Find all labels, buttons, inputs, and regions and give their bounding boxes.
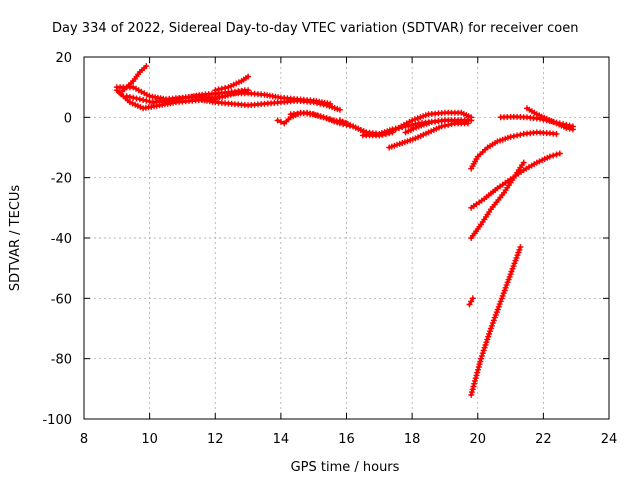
series-markers: [468, 159, 527, 241]
y-tick-label: -20: [51, 172, 72, 187]
series-track-14: [468, 129, 560, 172]
data-layer: [113, 63, 576, 398]
series-markers: [359, 109, 475, 139]
y-tick-label: 20: [55, 51, 72, 66]
series-track-16: [524, 105, 576, 133]
chart-title: Day 334 of 2022, Sidereal Day-to-day VTE…: [52, 21, 578, 36]
x-tick-label: 18: [404, 432, 421, 447]
series-markers: [402, 117, 471, 136]
x-tick-label: 8: [80, 432, 88, 447]
series-markers: [468, 244, 524, 398]
x-tick-label: 20: [469, 432, 486, 447]
y-tick-label: -100: [42, 413, 72, 428]
x-tick-label: 12: [207, 432, 224, 447]
series-markers: [468, 150, 563, 211]
y-tick-label: -80: [51, 353, 72, 368]
series-markers: [468, 129, 560, 172]
series-markers: [524, 105, 576, 133]
series-markers: [228, 90, 334, 107]
y-tick-label: -60: [51, 292, 72, 307]
series-track-11: [359, 109, 475, 139]
series-track-19: [468, 244, 524, 398]
x-axis-label: GPS time / hours: [291, 460, 400, 475]
series-track-17: [468, 150, 563, 211]
series-track-5: [212, 73, 252, 94]
x-tick-label: 22: [535, 432, 552, 447]
x-tick-label: 14: [273, 432, 290, 447]
series-track-18: [468, 159, 527, 241]
series-track-7: [228, 90, 334, 107]
series-markers: [466, 295, 476, 308]
y-axis-label: SDTVAR / TECUs: [8, 185, 23, 292]
y-tick-label: 0: [64, 111, 72, 126]
axis-layer: 8 10 12 14 16 18 20 22 24 -100 -80 -60 -40 -20 0 20: [42, 51, 617, 447]
series-track-13: [402, 117, 471, 136]
y-tick-label: -40: [51, 232, 72, 247]
x-tick-label: 24: [601, 432, 618, 447]
x-tick-label: 16: [338, 432, 355, 447]
x-tick-label: 10: [141, 432, 158, 447]
series-track-20: [466, 295, 476, 308]
series-markers: [212, 73, 252, 94]
